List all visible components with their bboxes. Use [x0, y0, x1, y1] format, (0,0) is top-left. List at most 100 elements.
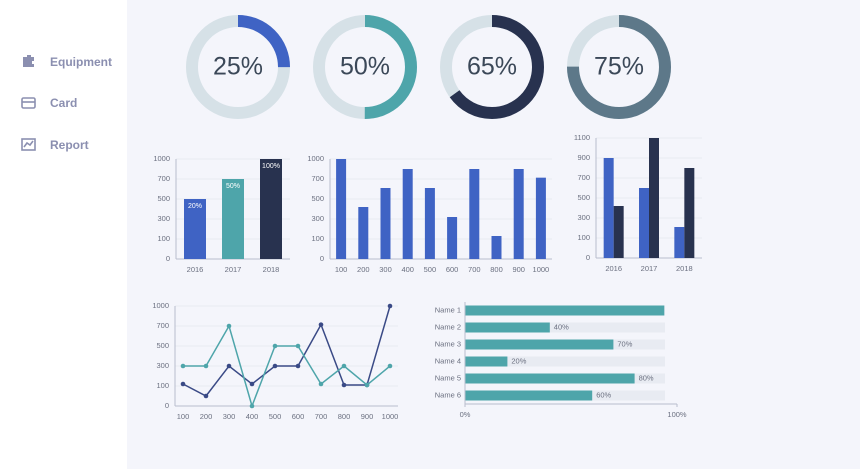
y-tick-label: 300 [156, 361, 169, 370]
category-label: Name 5 [435, 373, 461, 382]
y-tick-label: 1000 [153, 154, 170, 163]
x-tick-label: 200 [357, 265, 370, 274]
y-tick-label: 700 [577, 173, 590, 182]
donut-label: 65% [467, 53, 517, 81]
bar [222, 179, 244, 259]
x-tick-label: 1000 [533, 265, 550, 274]
x-tick-label: 600 [446, 265, 459, 274]
menu-item[interactable]: Equipment [23, 55, 112, 69]
x-tick-label: 2016 [187, 265, 204, 274]
x-tick-label: 700 [315, 412, 328, 421]
y-tick-label: 1000 [307, 154, 324, 163]
value-label: 100% [262, 163, 280, 170]
point [226, 363, 232, 369]
icon [21, 138, 36, 151]
x-tick-label: 600 [292, 412, 305, 421]
y-tick-label: 300 [577, 213, 590, 222]
y-tick-label: 100 [157, 234, 170, 243]
icon [23, 140, 34, 148]
y-tick-label: 700 [157, 174, 170, 183]
category-label: Name 1 [435, 305, 461, 314]
bar-track [465, 322, 665, 333]
bar [491, 236, 502, 259]
point [249, 381, 255, 387]
y-tick-label: 900 [577, 153, 590, 162]
bar [424, 188, 435, 259]
sidebar [0, 0, 127, 469]
y-tick-label: 700 [156, 321, 169, 330]
value-label: 70% [617, 339, 632, 348]
bar [465, 339, 614, 350]
y-tick-label: 0 [586, 253, 590, 262]
bar [535, 177, 546, 259]
menu-item[interactable]: Report [21, 138, 89, 152]
donut-label: 75% [594, 53, 644, 81]
x-tick-label: 500 [269, 412, 282, 421]
bar [447, 217, 458, 259]
point [180, 363, 186, 369]
point [318, 381, 324, 387]
x-tick-label: 500 [424, 265, 437, 274]
menu-item[interactable]: Card [21, 96, 77, 110]
x-tick-label: 1000 [382, 412, 399, 421]
y-tick-label: 500 [311, 194, 324, 203]
bar-track [465, 356, 665, 367]
bar [469, 169, 480, 259]
category-label: Name 3 [435, 339, 461, 348]
y-tick-label: 0 [320, 254, 324, 263]
x-tick-label: 2018 [676, 264, 693, 273]
x-tick-label: 300 [379, 265, 392, 274]
x-tick-label: 100 [335, 265, 348, 274]
bar [513, 169, 524, 259]
bar [336, 159, 347, 259]
y-tick-label: 100 [577, 233, 590, 242]
bar [674, 227, 685, 258]
y-tick-label: 0 [165, 401, 169, 410]
x-tick-label: 100% [667, 410, 687, 419]
bar [465, 390, 593, 401]
line [182, 305, 391, 397]
x-tick-label: 800 [490, 265, 503, 274]
point [203, 393, 209, 399]
icon [21, 97, 36, 109]
y-tick-label: 700 [311, 174, 324, 183]
y-tick-label: 500 [157, 194, 170, 203]
donut-arc [567, 15, 671, 119]
point [295, 343, 301, 349]
bar [402, 169, 413, 259]
menu-label[interactable]: Report [50, 138, 89, 152]
menu-label[interactable]: Equipment [50, 55, 112, 69]
point [272, 363, 278, 369]
bar [465, 322, 550, 333]
point [272, 343, 278, 349]
donut-arc [186, 15, 290, 119]
bar [184, 199, 206, 259]
menu-label[interactable]: Card [50, 96, 77, 110]
point [341, 363, 347, 369]
point [203, 363, 209, 369]
bar [684, 168, 695, 258]
bar [639, 188, 649, 258]
x-tick-label: 2017 [641, 264, 658, 273]
point [180, 381, 186, 387]
y-tick-label: 300 [157, 214, 170, 223]
donut-arc [313, 15, 417, 119]
x-tick-label: 900 [512, 265, 525, 274]
donut-label: 25% [213, 53, 263, 81]
x-tick-label: 900 [361, 412, 374, 421]
x-tick-label: 2016 [605, 264, 622, 273]
y-tick-label: 100 [156, 381, 169, 390]
bar [358, 207, 369, 259]
donut-label: 50% [340, 53, 390, 81]
bar [649, 138, 659, 258]
bar [465, 356, 508, 367]
x-tick-label: 100 [177, 412, 190, 421]
x-tick-label: 200 [200, 412, 213, 421]
point [387, 363, 393, 369]
x-tick-label: 0% [460, 410, 471, 419]
x-tick-label: 800 [338, 412, 351, 421]
bar [260, 159, 282, 259]
category-label: Name 6 [435, 390, 461, 399]
y-tick-label: 1100 [574, 133, 590, 142]
